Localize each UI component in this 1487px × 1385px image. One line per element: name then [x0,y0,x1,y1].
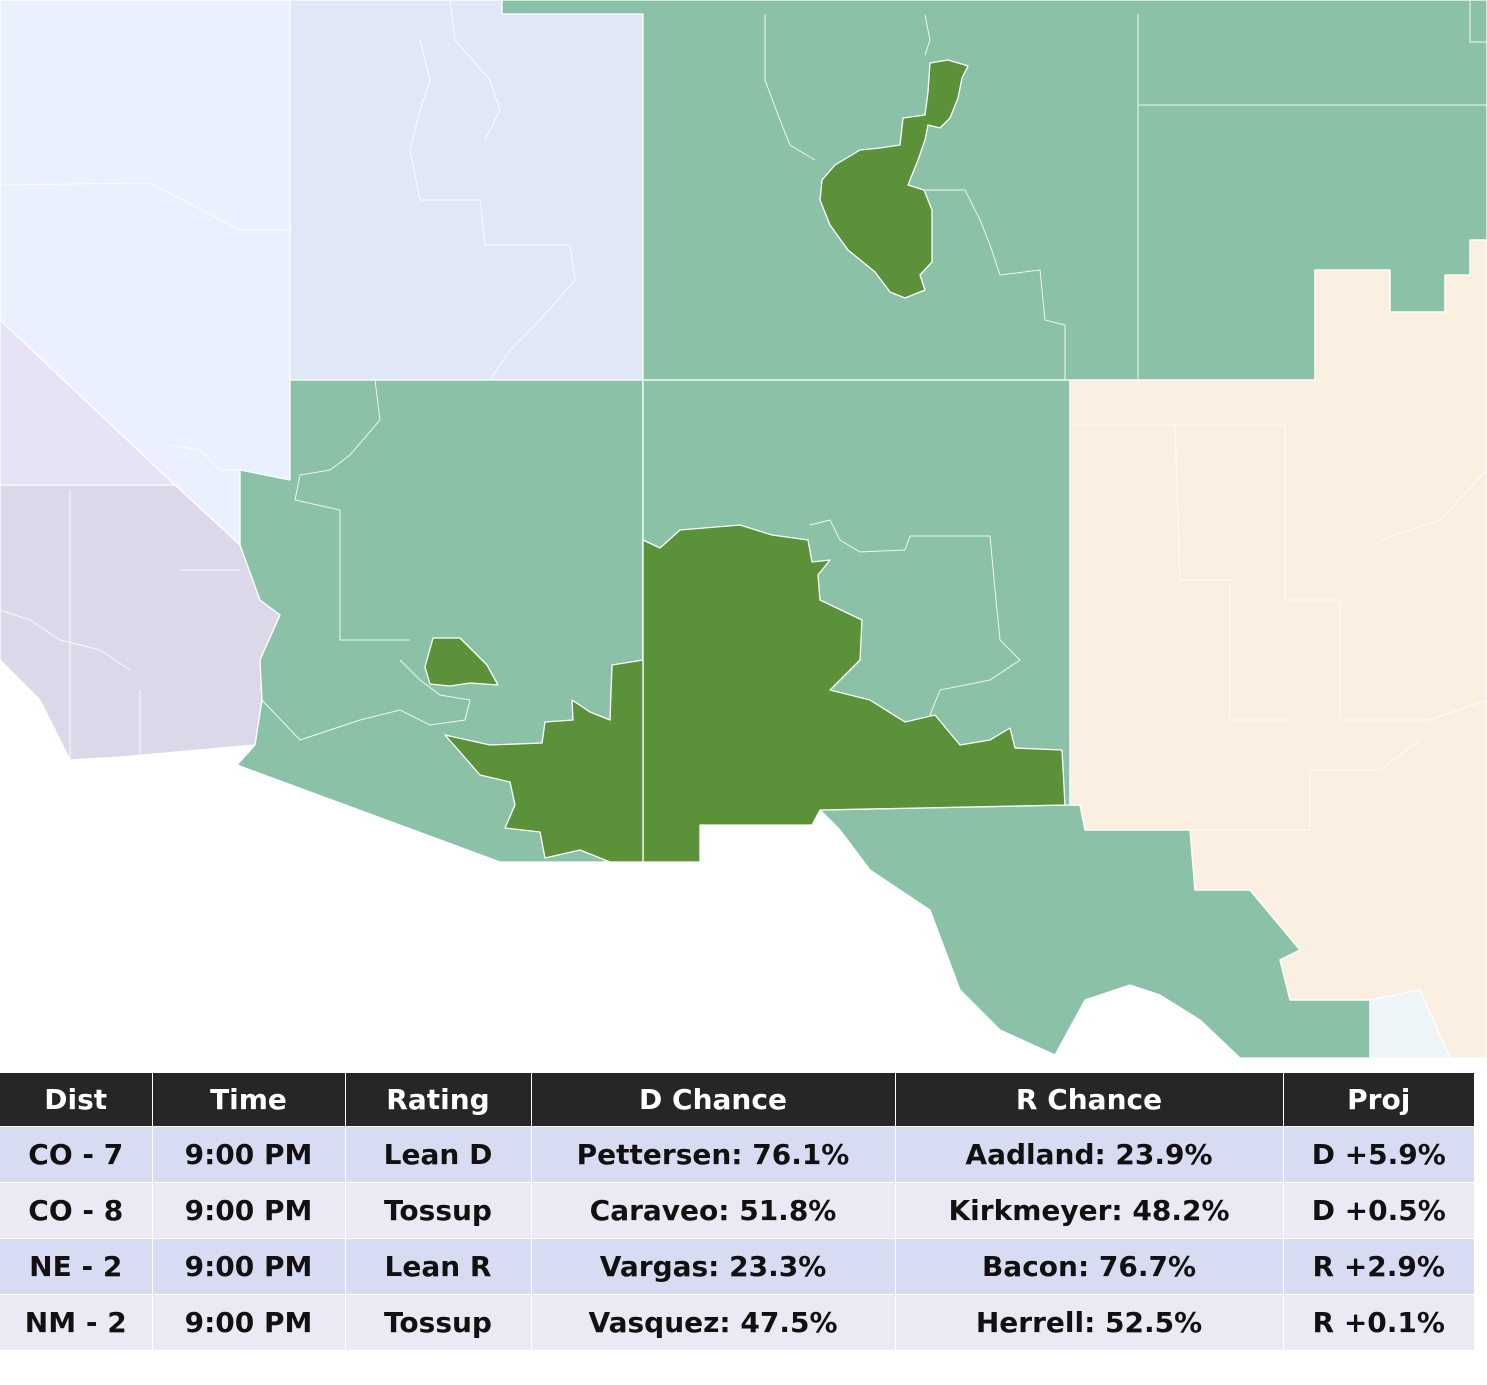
district-nm-2 [642,524,1066,863]
header-r-chance: R Chance [895,1073,1284,1127]
header-d-chance: D Chance [531,1073,896,1127]
cell-r-chance: Kirkmeyer: 48.2% [895,1182,1284,1239]
cell-dist: CO - 8 [0,1182,153,1239]
district-az-south [444,659,644,863]
district-phoenix [424,637,499,687]
header-rating: Rating [345,1073,532,1127]
cell-dist: NM - 2 [0,1294,153,1350]
cell-rating: Lean R [345,1238,532,1295]
cell-proj: D +5.9% [1283,1126,1474,1183]
cell-r-chance: Aadland: 23.9% [895,1126,1284,1183]
cell-proj: R +0.1% [1283,1294,1474,1350]
table-row: CO - 8 9:00 PM Tossup Caraveo: 51.8% Kir… [0,1182,1474,1239]
district-co-8 [819,59,969,299]
cell-r-chance: Herrell: 52.5% [895,1294,1284,1350]
cell-rating: Tossup [345,1294,532,1350]
table-row: CO - 7 9:00 PM Lean D Pettersen: 76.1% A… [0,1126,1474,1183]
county-lines [0,0,1487,830]
cell-d-chance: Vargas: 23.3% [531,1238,896,1295]
header-dist: Dist [0,1073,153,1127]
race-table: Dist Time Rating D Chance R Chance Proj … [0,1073,1474,1350]
cell-rating: Lean D [345,1126,532,1183]
cell-time: 9:00 PM [152,1126,346,1183]
cell-d-chance: Vasquez: 47.5% [531,1294,896,1350]
cell-time: 9:00 PM [152,1294,346,1350]
region-utah [289,0,644,381]
table-row: NM - 2 9:00 PM Tossup Vasquez: 47.5% Her… [0,1294,1474,1350]
cell-dist: NE - 2 [0,1238,153,1295]
cell-proj: D +0.5% [1283,1182,1474,1239]
header-time: Time [152,1073,346,1127]
cell-d-chance: Pettersen: 76.1% [531,1126,896,1183]
cell-time: 9:00 PM [152,1182,346,1239]
cell-time: 9:00 PM [152,1238,346,1295]
table-row: NE - 2 9:00 PM Lean R Vargas: 23.3% Baco… [0,1238,1474,1295]
cell-r-chance: Bacon: 76.7% [895,1238,1284,1295]
region-texas-coast [1369,989,1451,1059]
table-header-row: Dist Time Rating D Chance R Chance Proj [0,1073,1474,1127]
cell-proj: R +2.9% [1283,1238,1474,1295]
map-svg [0,0,1487,1060]
cell-d-chance: Caraveo: 51.8% [531,1182,896,1239]
district-map [0,0,1487,1060]
cell-dist: CO - 7 [0,1126,153,1183]
cell-rating: Tossup [345,1182,532,1239]
header-proj: Proj [1283,1073,1474,1127]
